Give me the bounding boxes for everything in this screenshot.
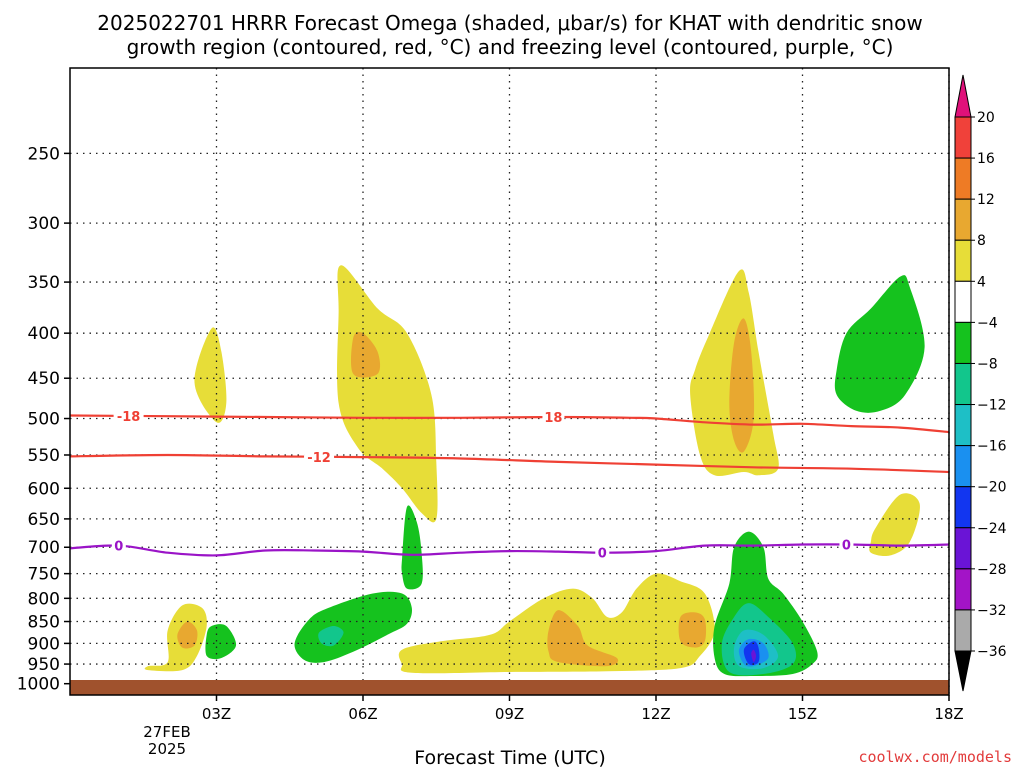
plot-area: -18 18 -12 0 0 0 [69,67,950,696]
contour-label-bg [113,408,144,423]
omega-region-low-02-core [177,621,198,649]
date-label-line1: 27FEB [143,723,190,741]
contour-label: -18 [117,410,141,425]
colorbar-label: −12 [977,398,1007,414]
omega-region-upper-14-core [729,318,755,453]
colorbar-label: −16 [977,439,1007,455]
y-tick-label-650: 650 [28,510,60,530]
contour-label: 0 [598,547,607,562]
colorbar-arrow-bottom [954,650,972,692]
omega-region-low-12-core [678,612,707,648]
y-tick-label-700: 700 [28,538,60,558]
contour-label: -12 [307,451,331,466]
chart-title-line2: growth region (contoured, red, °C) and f… [127,35,894,59]
y-tick-label-750: 750 [28,565,60,585]
omega-region-low-06-core [318,626,344,647]
colorbar-box [954,280,972,323]
contour-label-bg [839,537,854,552]
colorbar-box [954,362,972,406]
colorbar-label: 16 [977,151,995,167]
colorbar-box [954,568,972,611]
colorbar-label: −36 [977,644,1007,660]
colorbar-box [954,404,972,447]
contour-line-temperature-2 [70,543,949,557]
date-label-line2: 2025 [148,740,186,758]
y-tick-label-1000: 1000 [17,675,60,695]
y-tick-label-450: 450 [28,369,60,389]
contour-label-bg [542,410,565,425]
contour-label-bg [111,538,126,553]
y-tick-label-550: 550 [28,446,60,466]
contour-label-bg [595,545,610,560]
colorbar-label: 4 [977,274,986,290]
colorbar-box [954,445,972,488]
colorbar-box [954,116,972,159]
colorbar-label: −4 [977,315,998,331]
omega-region-upper-01 [194,327,227,423]
y-tick-label-950: 950 [28,655,60,675]
contour-label: 0 [114,540,123,555]
omega-region-mid-07 [401,505,423,590]
colorbar-label: −32 [977,603,1007,619]
credit-link[interactable]: coolwx.com/models [858,748,1012,766]
contour-line-temperature-0 [70,414,949,434]
x-tick-label-18Z: 18Z [934,705,963,723]
y-axis: 2503003504004505005506006507007508008509… [17,144,70,695]
colorbar-box [954,239,972,282]
x-tick-label-06Z: 06Z [348,705,377,723]
y-tick-label-800: 800 [28,589,60,609]
colorbar-arrow-top [954,74,972,118]
colorbar-label: −28 [977,562,1007,578]
y-tick-label-250: 250 [28,144,60,164]
colorbar-box [954,157,972,200]
omega-region-upper-07-core [351,331,381,378]
colorbar-box [954,527,972,570]
x-axis-label: Forecast Time (UTC) [414,747,605,768]
contour-line-temperature-1 [70,453,949,474]
contour-label: 0 [842,539,851,554]
ground-terrain [70,680,949,695]
contour-label: 18 [544,411,562,426]
omega-region-low-09-core [547,610,619,667]
colorbar: 20 16 12 8 4 −4 −8 −12 −16 −20 −24 −28 −32 −36 [954,74,1007,692]
y-tick-label-500: 500 [28,410,60,430]
colorbar-label: −24 [977,521,1007,537]
omega-region-low-06 [294,591,412,663]
colorbar-label: −8 [977,356,998,372]
omega-region-low-02 [144,603,207,672]
y-tick-label-300: 300 [28,214,60,234]
omega-region-mid-17 [869,493,920,557]
y-tick-label-400: 400 [28,324,60,344]
y-tick-label-900: 900 [28,634,60,654]
y-tick-label-850: 850 [28,613,60,633]
colorbar-box [954,321,972,364]
colorbar-label: 12 [977,192,995,208]
x-tick-label-12Z: 12Z [641,705,670,723]
chart-title-line1: 2025022701 HRRR Forecast Omega (shaded, … [97,11,922,35]
colorbar-label: 8 [977,233,986,249]
x-tick-label-03Z: 03Z [202,705,231,723]
x-axis: 03Z 06Z 09Z 12Z 15Z 18Z [202,695,964,723]
x-tick-label-09Z: 09Z [495,705,524,723]
y-tick-label-600: 600 [28,479,60,499]
colorbar-label: −20 [977,480,1007,496]
omega-region-low-04 [205,624,237,660]
colorbar-box [954,486,972,529]
colorbar-box [954,609,972,652]
y-tick-label-350: 350 [28,273,60,293]
colorbar-box [954,198,972,241]
x-tick-label-15Z: 15Z [788,705,817,723]
contour-label-bg [304,449,335,464]
colorbar-label: 20 [977,110,995,126]
omega-region-low-14-l24 [751,649,757,663]
